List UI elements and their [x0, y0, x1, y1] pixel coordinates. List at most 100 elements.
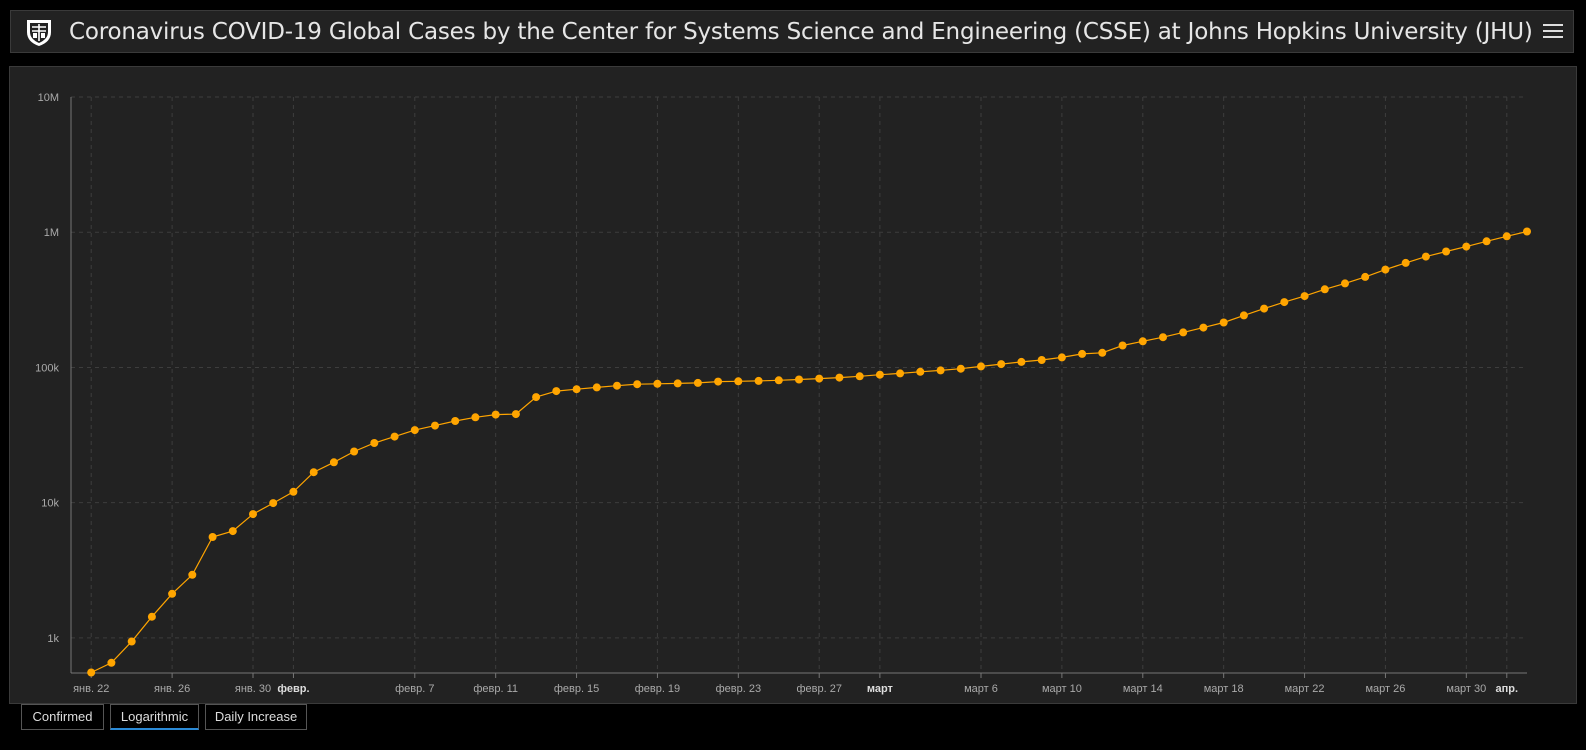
- data-point: [673, 379, 682, 388]
- data-point: [228, 527, 237, 536]
- x-tick-label: март 10: [1042, 683, 1082, 695]
- page-title: Coronavirus COVID-19 Global Cases by the…: [69, 19, 1533, 45]
- data-point: [1381, 265, 1390, 274]
- x-tick-label: янв. 30: [235, 683, 271, 695]
- hamburger-menu-icon[interactable]: [1541, 20, 1565, 44]
- tab-confirmed[interactable]: Confirmed: [21, 704, 104, 730]
- x-tick-label: янв. 22: [73, 683, 109, 695]
- data-point: [1098, 348, 1107, 357]
- data-point: [107, 658, 116, 667]
- x-tick-label: февр. 15: [554, 683, 599, 695]
- series-line: [90, 230, 1528, 674]
- data-point: [714, 377, 723, 386]
- app-header: Coronavirus COVID-19 Global Cases by the…: [10, 10, 1574, 53]
- data-point: [329, 458, 338, 467]
- x-tick-label: февр. 23: [716, 683, 761, 695]
- y-tick-label: 10M: [38, 92, 59, 104]
- x-tick-label: март 6: [964, 683, 998, 695]
- data-point: [1401, 258, 1410, 267]
- x-tick-label: февр.: [277, 683, 309, 695]
- data-point: [1341, 279, 1349, 288]
- data-point: [896, 369, 905, 378]
- data-point: [208, 533, 217, 541]
- data-point: [1280, 298, 1289, 307]
- data-point: [916, 367, 925, 376]
- data-point: [1199, 323, 1208, 332]
- x-tick-label: февр. 11: [473, 683, 518, 695]
- chart-panel: 1k 10k 100k 1M 10M янв. 22 янв. 26 янв. 30 февр.…: [9, 66, 1577, 704]
- data-point: [774, 376, 783, 385]
- y-tick-label: 10k: [41, 498, 59, 510]
- data-point: [410, 426, 419, 435]
- data-point: [613, 381, 621, 390]
- x-tick-label: март 30: [1446, 683, 1486, 695]
- tab-logarithmic[interactable]: Logarithmic: [110, 704, 199, 730]
- data-point: [1179, 328, 1188, 337]
- data-point: [289, 487, 298, 496]
- data-point: [552, 387, 561, 396]
- data-point: [1361, 272, 1370, 281]
- data-point: [1442, 247, 1451, 256]
- data-point: [855, 372, 864, 381]
- data-point: [1118, 341, 1127, 350]
- data-point: [1017, 357, 1026, 366]
- data-point: [147, 612, 156, 621]
- x-tick-label: март 26: [1365, 683, 1405, 695]
- data-point: [127, 637, 136, 646]
- data-point: [1502, 232, 1511, 241]
- data-point: [795, 375, 803, 384]
- data-point: [1482, 237, 1491, 246]
- data-point: [451, 417, 460, 425]
- data-point: [1057, 353, 1066, 362]
- data-point: [491, 410, 500, 419]
- data-point: [977, 362, 985, 371]
- data-point: [815, 374, 824, 383]
- data-point: [1260, 304, 1269, 313]
- data-point: [835, 373, 844, 382]
- data-point: [168, 589, 177, 598]
- tab-daily-increase[interactable]: Daily Increase: [205, 704, 307, 730]
- x-tick-label: март 18: [1204, 683, 1244, 695]
- y-tick-label: 1k: [47, 633, 59, 645]
- data-point: [1320, 285, 1329, 294]
- x-tick-label: февр. 7: [395, 683, 434, 695]
- x-tick-label: февр. 19: [635, 683, 680, 695]
- cases-chart: 1k 10k 100k 1M 10M янв. 22 янв. 26 янв. 30 февр.…: [35, 92, 1531, 695]
- data-point: [1462, 242, 1471, 251]
- data-point: [471, 413, 480, 422]
- data-point: [1523, 227, 1531, 236]
- data-point: [188, 570, 197, 579]
- data-point: [1078, 349, 1087, 358]
- data-point: [734, 377, 743, 386]
- data-point: [1239, 311, 1248, 320]
- data-point: [572, 385, 581, 394]
- data-point: [1421, 252, 1430, 261]
- data-point: [511, 410, 520, 419]
- x-tick-label: апр.: [1496, 683, 1519, 695]
- x-tick-label: март: [867, 683, 894, 695]
- x-tick-label: янв. 26: [154, 683, 190, 695]
- data-point: [350, 447, 359, 456]
- data-point: [875, 370, 884, 379]
- data-point: [592, 383, 601, 392]
- y-tick-label: 1M: [44, 227, 59, 239]
- data-point: [309, 468, 318, 477]
- y-tick-label: 100k: [35, 362, 59, 374]
- x-tick-label: март 22: [1285, 683, 1325, 695]
- data-point: [1219, 318, 1228, 327]
- data-point: [1159, 333, 1167, 342]
- data-point: [693, 378, 702, 387]
- data-point: [653, 379, 662, 388]
- data-point: [633, 380, 642, 389]
- data-point: [87, 668, 96, 677]
- data-point: [754, 376, 763, 385]
- data-point: [1138, 337, 1147, 346]
- data-point: [1037, 356, 1046, 364]
- data-point: [532, 393, 541, 402]
- data-point: [370, 439, 379, 447]
- data-point: [1300, 292, 1309, 301]
- data-point: [997, 360, 1006, 369]
- x-tick-label: март 14: [1123, 683, 1163, 695]
- data-point: [390, 432, 399, 441]
- data-point: [956, 364, 965, 373]
